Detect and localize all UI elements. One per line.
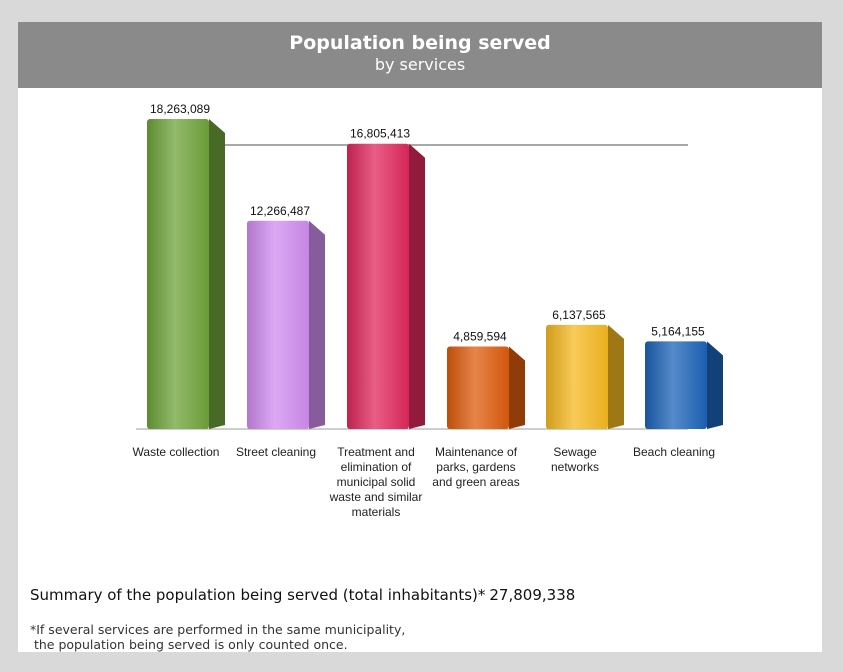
value-label: 4,859,594 (453, 330, 507, 344)
category-label: Beach cleaning (633, 445, 715, 459)
category-label-line: Maintenance of (435, 445, 518, 459)
category-label-line: elimination of (341, 460, 412, 474)
category-label-line: networks (551, 460, 599, 474)
category-label-line: Beach cleaning (633, 445, 715, 459)
category-label: Maintenance of parks, gardens and green ar… (432, 445, 519, 489)
footnote-line-2: the population being served is only coun… (30, 637, 348, 652)
bar (347, 143, 409, 429)
footnote-line-1: *If several services are performed in th… (30, 622, 406, 637)
chart-header: Population being served by services (18, 22, 822, 88)
category-label-line: Street cleaning (236, 445, 316, 459)
category-label-line: municipal solid (337, 475, 416, 489)
bar-side (509, 346, 525, 429)
summary-label: Summary of the population being served (… (30, 586, 486, 604)
summary-line: Summary of the population being served (… (30, 586, 575, 604)
bar (247, 220, 309, 429)
category-label-line: materials (352, 505, 401, 519)
footnote: *If several services are performed in th… (30, 622, 405, 652)
bar-side (707, 341, 723, 429)
category-label: Sewage networks (551, 445, 599, 474)
chart-subtitle: by services (374, 55, 466, 74)
category-label-line: Waste collection (133, 445, 220, 459)
category-label-line: Sewage (553, 445, 597, 459)
category-label: Waste collection (133, 445, 220, 459)
chart-title: Population being served (289, 32, 551, 54)
bar (147, 119, 209, 429)
bar-side (209, 119, 225, 429)
summary-value: 27,809,338 (489, 586, 576, 604)
value-label: 6,137,565 (552, 308, 606, 322)
value-label: 12,266,487 (250, 204, 310, 218)
bar-chart: 18,263,089 Waste collection 12,266,487 Stre… (133, 102, 723, 519)
category-label: Treatment and elimination of municipal sol… (329, 445, 423, 519)
category-label-line: waste and similar (329, 490, 423, 504)
category-label: Street cleaning (236, 445, 316, 459)
bar (546, 324, 608, 429)
value-label: 16,805,413 (350, 127, 410, 141)
bar (447, 346, 509, 429)
value-label: 5,164,155 (651, 324, 705, 338)
bar-side (309, 220, 325, 429)
bar-side (608, 324, 624, 429)
bar-side (409, 143, 425, 429)
category-label-line: Treatment and (337, 445, 415, 459)
value-label: 18,263,089 (150, 102, 210, 116)
category-label-line: parks, gardens (436, 460, 515, 474)
bar (645, 341, 707, 429)
category-label-line: and green areas (432, 475, 519, 489)
chart-panel: Population being served by services 18,2… (18, 22, 822, 652)
